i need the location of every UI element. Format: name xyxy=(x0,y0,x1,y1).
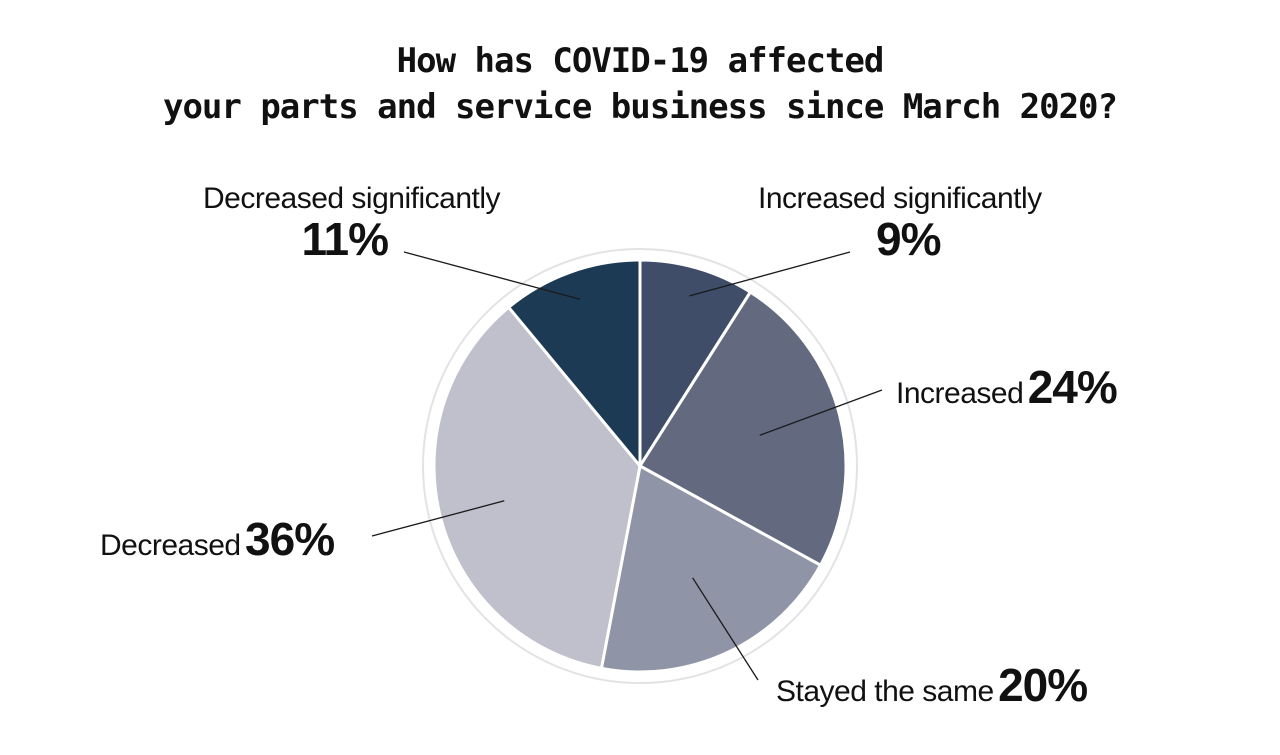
leader-line-decreased-significantly xyxy=(403,251,581,300)
slice-label-decreased-significantly: Decreased significantly 11% xyxy=(178,182,500,266)
slice-value: 9% xyxy=(876,213,941,265)
chart-title-line-2: your parts and service business since Ma… xyxy=(162,87,1118,127)
slice-label-increased-significantly: Increased significantly 9% xyxy=(758,182,1068,266)
pie-slice-increased xyxy=(638,290,848,567)
pie-slice-decreased-significantly xyxy=(507,258,642,468)
pie-slices xyxy=(432,258,848,674)
slice-value: 36% xyxy=(245,513,335,565)
slice-label-decreased: Decreased 36% xyxy=(100,512,335,566)
slice-name: Stayed the same xyxy=(776,675,994,708)
leader-lines xyxy=(371,251,883,681)
slice-name: Increased significantly xyxy=(758,182,1042,215)
leader-line-increased xyxy=(759,389,883,436)
slice-label-increased: Increased 24% xyxy=(896,360,1118,414)
leader-line-increased-significantly xyxy=(689,251,851,297)
pie-slice-increased-significantly xyxy=(638,258,752,468)
slice-name: Increased xyxy=(896,377,1024,410)
slice-name: Decreased significantly xyxy=(203,182,500,215)
leader-line-stayed-the-same xyxy=(692,577,759,681)
slice-label-stayed-the-same: Stayed the same 20% xyxy=(776,658,1088,712)
slice-value: 20% xyxy=(998,659,1088,711)
slice-value: 11% xyxy=(301,213,389,265)
chart-title-line-1: How has COVID-19 affected xyxy=(396,41,885,81)
chart-title: How has COVID-19 affected your parts and… xyxy=(0,38,1280,130)
slice-value: 24% xyxy=(1027,361,1118,413)
pie-slice-stayed-the-same xyxy=(599,464,823,674)
slice-name: Decreased xyxy=(100,529,241,562)
leader-line-decreased xyxy=(371,500,505,537)
